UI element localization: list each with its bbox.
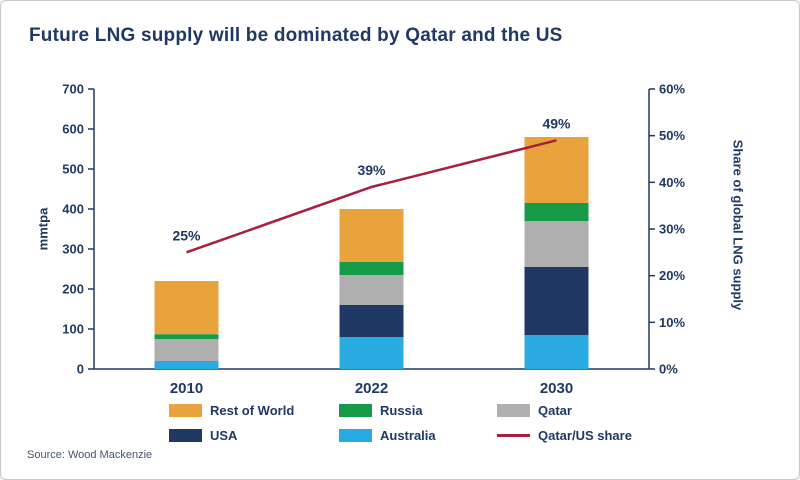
svg-text:30%: 30% (659, 222, 685, 237)
svg-text:2030: 2030 (540, 380, 573, 397)
svg-text:600: 600 (62, 122, 84, 137)
svg-text:60%: 60% (659, 82, 685, 97)
svg-text:10%: 10% (659, 315, 685, 330)
source-note: Source: Wood Mackenzie (27, 449, 153, 461)
legend-label: Qatar (538, 403, 572, 418)
svg-text:40%: 40% (659, 175, 685, 190)
legend-item: Russia (339, 403, 497, 418)
stacked-bar-line-chart: 0 100 200 300 400 500 600 700 0% 10% 20% 30% 40% 50% 6… (62, 82, 685, 398)
chart-title: Future LNG supply will be dominated by Q… (29, 25, 563, 46)
legend-label: USA (210, 428, 238, 443)
svg-text:500: 500 (62, 162, 84, 177)
svg-text:0: 0 (77, 362, 84, 377)
legend-color-swatch (169, 404, 202, 417)
svg-text:49%: 49% (542, 115, 571, 131)
legend-color-swatch (169, 429, 202, 442)
legend-label: Rest of World (210, 403, 295, 418)
legend-item: Rest of World (169, 403, 339, 418)
svg-text:300: 300 (62, 242, 84, 257)
svg-text:100: 100 (62, 322, 84, 337)
svg-text:39%: 39% (357, 162, 386, 178)
legend-label: Australia (380, 428, 436, 443)
svg-text:2010: 2010 (170, 380, 203, 397)
svg-text:25%: 25% (172, 227, 201, 243)
legend-label: Qatar/US share (538, 428, 632, 443)
legend-item: Qatar/US share (497, 428, 712, 443)
legend-color-swatch (339, 429, 372, 442)
svg-text:50%: 50% (659, 128, 685, 143)
legend-line-swatch (497, 434, 530, 437)
svg-text:0%: 0% (659, 362, 678, 377)
svg-text:20%: 20% (659, 268, 685, 283)
legend: Rest of World Russia Qatar USA Australia Qata… (169, 403, 712, 443)
legend-color-swatch (339, 404, 372, 417)
svg-text:2022: 2022 (355, 380, 388, 397)
legend-item: Australia (339, 428, 497, 443)
right-axis-title: Share of global LNG supply (730, 139, 746, 311)
svg-text:200: 200 (62, 282, 84, 297)
legend-item: USA (169, 428, 339, 443)
legend-item: Qatar (497, 403, 712, 418)
legend-label: Russia (380, 403, 423, 418)
svg-text:400: 400 (62, 202, 84, 217)
svg-text:700: 700 (62, 82, 84, 97)
legend-color-swatch (497, 404, 530, 417)
